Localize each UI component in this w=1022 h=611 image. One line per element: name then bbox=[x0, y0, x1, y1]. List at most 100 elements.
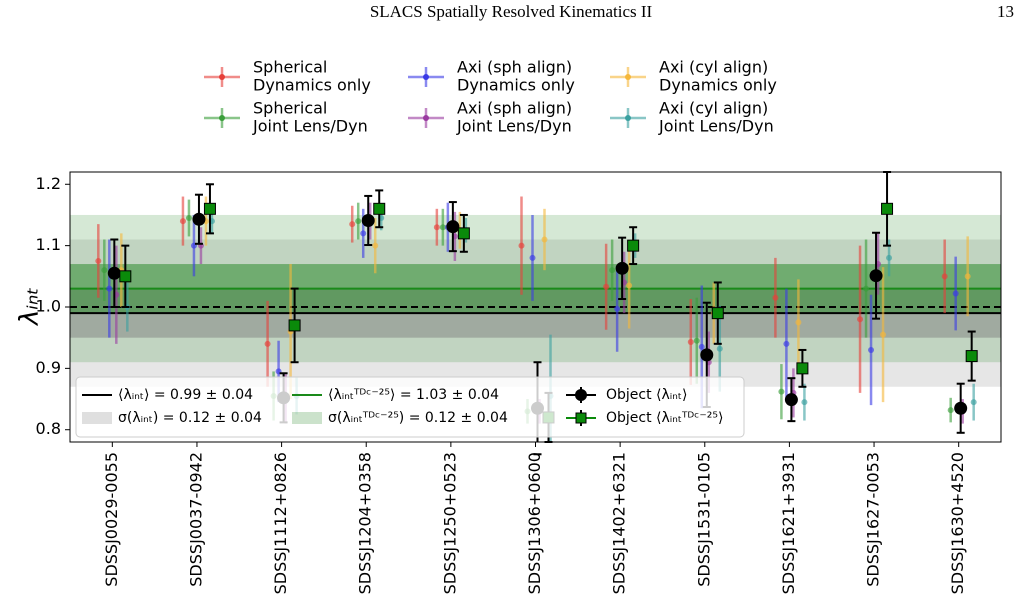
model-point bbox=[886, 254, 893, 261]
model-point bbox=[947, 407, 954, 414]
legend-label: Axi (sph align) bbox=[457, 99, 572, 118]
legend-marker bbox=[625, 115, 631, 121]
x-tick-label: SDSSJ1112+0826 bbox=[271, 452, 290, 594]
legend-marker bbox=[219, 74, 225, 80]
y-tick-label: 0.9 bbox=[36, 358, 61, 377]
object-point bbox=[107, 266, 121, 280]
object-square bbox=[373, 202, 386, 215]
y-tick-label: 1.2 bbox=[36, 174, 61, 193]
legend-label: Axi (cyl align) bbox=[659, 58, 768, 77]
legend-label: Joint Lens/Dyn bbox=[658, 117, 774, 136]
legend-label: ⟨λᵢₙₜ⟩ = 0.99 ± 0.04 bbox=[118, 387, 253, 403]
legend-patch bbox=[292, 412, 322, 424]
y-tick-label: 1.1 bbox=[36, 235, 61, 254]
legend-label: Spherical bbox=[253, 58, 327, 77]
page-number: 13 bbox=[997, 2, 1014, 21]
model-point bbox=[101, 267, 108, 274]
object-point bbox=[361, 213, 375, 227]
model-point bbox=[372, 242, 379, 249]
model-point bbox=[716, 345, 723, 352]
object-point bbox=[700, 348, 714, 362]
legend-marker bbox=[423, 115, 429, 121]
legend-label: Axi (cyl align) bbox=[659, 99, 768, 118]
legend-label: Joint Lens/Dyn bbox=[456, 117, 572, 136]
model-point bbox=[264, 340, 271, 347]
legend-label: Dynamics only bbox=[253, 76, 371, 95]
x-tick-label: SDSSJ1630+4520 bbox=[948, 452, 967, 594]
x-tick-label: SDSSJ1250+0523 bbox=[440, 452, 459, 594]
model-point bbox=[964, 273, 971, 280]
legend-marker bbox=[219, 115, 225, 121]
object-point bbox=[446, 220, 460, 234]
object-point bbox=[192, 212, 206, 226]
x-tick-label: SDSSJ1204+0358 bbox=[356, 452, 375, 594]
legend-box bbox=[75, 376, 745, 438]
model-point bbox=[693, 337, 700, 344]
legend-label: σ(λᵢₙₜ) = 0.12 ± 0.04 bbox=[118, 410, 262, 426]
object-square bbox=[881, 202, 894, 215]
legend-label: Object ⟨λᵢₙₜᵀᴰᶜ⁻²⁵⟩ bbox=[606, 410, 723, 426]
model-point bbox=[541, 236, 548, 243]
legend-marker bbox=[423, 74, 429, 80]
object-square bbox=[457, 227, 470, 240]
model-point bbox=[868, 346, 875, 353]
model-point bbox=[880, 331, 887, 338]
model-point bbox=[518, 242, 525, 249]
x-tick-label: SDSSJ0029-0055 bbox=[102, 452, 121, 587]
model-point bbox=[778, 388, 785, 395]
legend-label: Joint Lens/Dyn bbox=[252, 117, 368, 136]
object-square bbox=[627, 239, 640, 252]
object-square bbox=[711, 307, 724, 320]
object-square bbox=[203, 202, 216, 215]
legend-label: σ(λᵢₙₜᵀᴰᶜ⁻²⁵) = 0.12 ± 0.04 bbox=[328, 410, 508, 426]
x-tick-label: SDSSJ1627-0053 bbox=[864, 452, 883, 587]
legend-marker bbox=[575, 412, 587, 424]
legend-label: Dynamics only bbox=[659, 76, 777, 95]
model-point bbox=[772, 294, 779, 301]
model-point bbox=[95, 257, 102, 264]
legend-label: ⟨λᵢₙₜᵀᴰᶜ⁻²⁵⟩ = 1.03 ± 0.04 bbox=[328, 387, 499, 403]
x-tick-label: SDSSJ0037-0942 bbox=[186, 452, 205, 587]
x-tick-label: SDSSJ1531-0105 bbox=[694, 452, 713, 587]
model-point bbox=[185, 215, 192, 222]
model-point bbox=[349, 221, 356, 228]
model-point bbox=[360, 230, 367, 237]
x-tick-label: SDSSJ1306+0600 bbox=[525, 452, 544, 594]
legend-marker bbox=[575, 389, 587, 401]
object-point bbox=[784, 393, 798, 407]
model-point bbox=[863, 285, 870, 292]
model-point bbox=[952, 290, 959, 297]
object-square bbox=[119, 270, 132, 283]
model-point bbox=[179, 218, 186, 225]
model-point bbox=[783, 340, 790, 347]
y-tick-label: 1.0 bbox=[36, 297, 61, 316]
model-point bbox=[355, 218, 362, 225]
model-point bbox=[614, 305, 621, 312]
legend-patch bbox=[82, 412, 112, 424]
model-point bbox=[970, 399, 977, 406]
object-square bbox=[965, 350, 978, 363]
model-point bbox=[941, 273, 948, 280]
legend-label: Dynamics only bbox=[457, 76, 575, 95]
y-axis-label: λᵢₙₜ bbox=[15, 287, 45, 327]
model-point bbox=[795, 319, 802, 326]
object-point bbox=[615, 261, 629, 275]
x-tick-label: SDSSJ1621+3931 bbox=[779, 452, 798, 594]
object-point bbox=[869, 269, 883, 283]
model-point bbox=[603, 283, 610, 290]
x-tick-label: SDSSJ1402+6321 bbox=[610, 452, 629, 594]
legend-label: Axi (sph align) bbox=[457, 58, 572, 77]
y-tick-label: 0.8 bbox=[36, 419, 61, 438]
object-square bbox=[796, 362, 809, 375]
model-point bbox=[687, 338, 694, 345]
legend-label: Object ⟨λᵢₙₜ⟩ bbox=[606, 387, 687, 403]
model-point bbox=[439, 224, 446, 231]
model-point bbox=[529, 254, 536, 261]
model-point bbox=[106, 285, 113, 292]
model-point bbox=[609, 267, 616, 274]
legend-label: Spherical bbox=[253, 99, 327, 118]
model-point bbox=[801, 399, 808, 406]
model-point bbox=[433, 224, 440, 231]
running-head: SLACS Spatially Resolved Kinematics II bbox=[370, 2, 653, 21]
